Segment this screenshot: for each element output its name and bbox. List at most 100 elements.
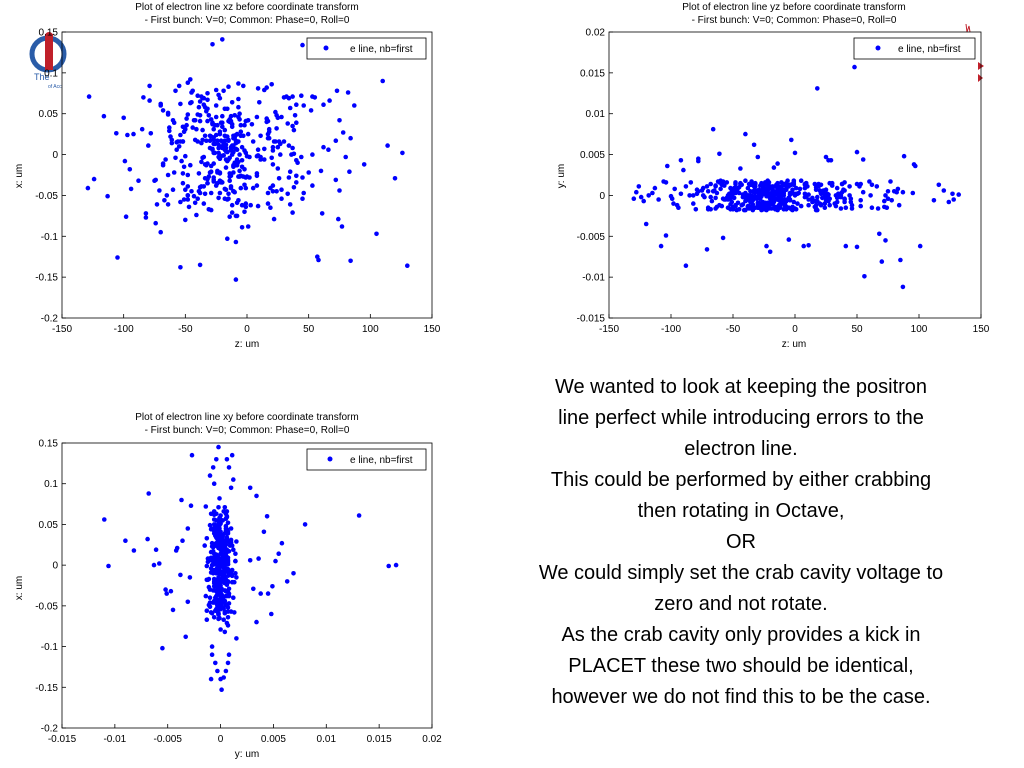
y-tick-label: -0.01 xyxy=(582,273,605,284)
data-point xyxy=(274,126,279,131)
data-point xyxy=(771,190,777,196)
data-point xyxy=(858,198,863,203)
y-tick-label: 0.05 xyxy=(39,520,59,531)
data-point xyxy=(724,180,730,185)
data-point xyxy=(738,166,743,171)
data-point xyxy=(287,169,293,174)
y-tick-label: 0.015 xyxy=(580,68,605,79)
x-tick-label: 0 xyxy=(244,324,250,335)
data-point xyxy=(265,190,271,196)
data-point xyxy=(216,602,221,608)
data-point xyxy=(900,284,906,290)
y-tick-label: -0.2 xyxy=(41,314,59,325)
data-point xyxy=(806,202,811,208)
data-point xyxy=(787,198,793,203)
data-point xyxy=(247,175,252,180)
data-point xyxy=(220,571,225,577)
y-tick-label: -0.015 xyxy=(577,314,606,325)
data-point xyxy=(225,579,231,584)
data-point xyxy=(775,161,780,166)
data-point xyxy=(287,105,293,111)
data-point xyxy=(265,135,271,141)
tick-layer: -150 -100 -50 0 50 100 150 -0.2 -0.15 -0.1 -0.05 0 0… xyxy=(35,28,441,336)
data-point xyxy=(279,196,284,201)
data-point xyxy=(751,142,757,148)
data-point xyxy=(242,167,247,172)
institution-logo: The of Acc xyxy=(29,32,67,90)
data-point xyxy=(188,162,193,168)
legend-marker-icon xyxy=(875,45,881,51)
data-point xyxy=(174,147,179,152)
data-point xyxy=(199,140,204,146)
data-point xyxy=(229,579,235,585)
data-point xyxy=(874,184,880,189)
data-point xyxy=(211,137,216,143)
data-point xyxy=(294,180,299,185)
data-point xyxy=(180,180,186,186)
data-point xyxy=(208,676,214,682)
data-point xyxy=(180,538,185,543)
data-point xyxy=(343,154,349,160)
data-point xyxy=(290,123,295,129)
data-point xyxy=(754,195,759,201)
data-point xyxy=(228,184,234,189)
data-point xyxy=(216,616,221,622)
data-point xyxy=(708,207,713,212)
data-point xyxy=(815,207,820,213)
x-axis-label: y: um xyxy=(235,749,259,760)
data-point xyxy=(217,496,222,501)
data-point xyxy=(663,180,669,185)
plot-xz-svg: Plot of electron line xz before coordina… xyxy=(14,2,441,350)
data-point xyxy=(209,540,215,546)
data-point xyxy=(262,157,267,162)
data-point xyxy=(709,198,715,204)
data-point xyxy=(715,179,721,184)
data-point xyxy=(178,265,183,270)
data-point xyxy=(337,188,342,193)
data-point xyxy=(170,607,176,613)
data-point xyxy=(848,199,854,205)
data-point xyxy=(168,588,174,594)
data-point xyxy=(820,195,825,201)
data-point xyxy=(220,124,225,130)
data-point xyxy=(290,94,295,99)
data-point xyxy=(339,224,345,229)
data-point xyxy=(854,149,860,155)
data-point xyxy=(247,154,252,160)
data-point xyxy=(222,588,228,593)
data-point xyxy=(834,195,840,201)
data-point xyxy=(286,175,292,180)
data-point xyxy=(153,547,159,552)
data-point xyxy=(717,151,722,157)
data-point xyxy=(782,198,788,204)
data-point xyxy=(147,98,152,103)
data-point xyxy=(891,189,897,194)
data-point xyxy=(213,103,219,108)
data-point xyxy=(722,183,727,188)
data-point xyxy=(229,210,235,215)
data-point xyxy=(791,180,797,186)
data-point xyxy=(242,182,247,188)
data-point xyxy=(225,609,231,614)
data-point xyxy=(225,158,230,164)
data-point xyxy=(931,198,937,203)
data-point xyxy=(301,190,307,196)
data-point xyxy=(214,588,219,594)
data-point xyxy=(255,86,261,91)
data-point xyxy=(860,189,866,195)
data-point xyxy=(121,115,126,121)
data-point xyxy=(806,197,811,202)
x-tick-label: 0.01 xyxy=(317,734,337,745)
legend: e line, nb=first xyxy=(306,448,427,471)
data-point xyxy=(802,185,808,191)
data-point xyxy=(190,125,195,130)
data-point xyxy=(276,551,282,556)
data-point xyxy=(213,608,218,613)
data-point xyxy=(901,153,907,159)
data-point xyxy=(750,207,756,213)
data-point xyxy=(286,143,292,148)
data-point xyxy=(131,131,136,137)
data-point xyxy=(151,562,157,568)
data-point xyxy=(233,277,239,282)
data-point xyxy=(222,186,228,192)
